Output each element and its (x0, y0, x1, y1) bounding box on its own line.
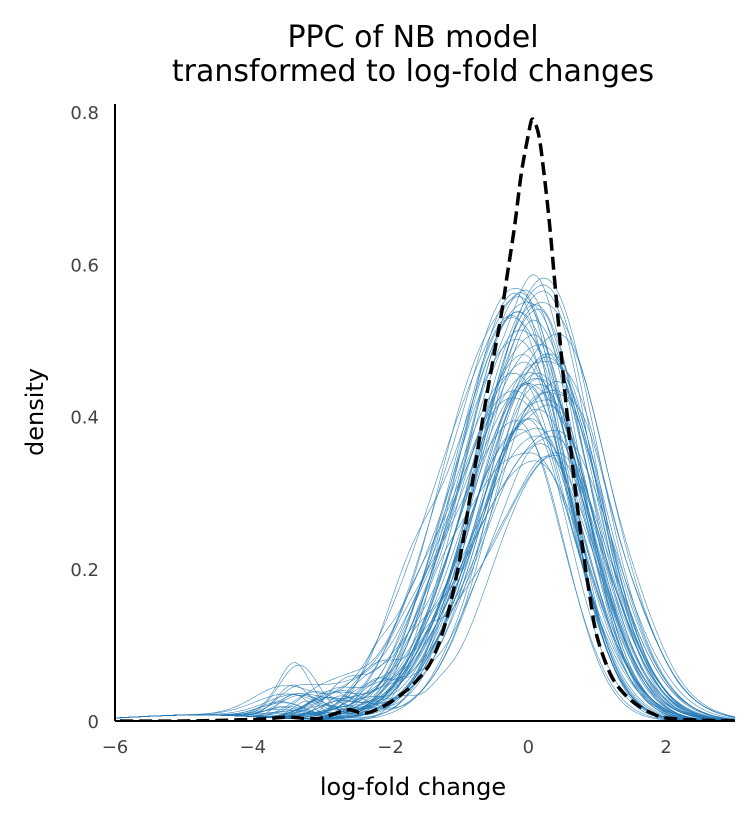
y-tick-label: 0.8 (70, 103, 99, 124)
ppc-draw-line (115, 435, 735, 721)
y-tick-label: 0.4 (70, 408, 99, 429)
y-tick-labels: 0 0.2 0.4 0.6 0.8 (70, 103, 99, 733)
ppc-draw-line (115, 454, 735, 722)
y-tick-label: 0 (88, 712, 99, 733)
observed-density-line (115, 117, 735, 722)
ppc-draw-lines (115, 274, 735, 722)
x-tick-label: −2 (377, 737, 404, 758)
x-tick-label: −4 (240, 737, 267, 758)
ppc-draw-line (115, 443, 735, 722)
x-tick-label: 2 (660, 737, 671, 758)
ppc-draw-line (115, 319, 735, 720)
x-tick-label: 0 (523, 737, 534, 758)
chart-title-line-1: PPC of NB model (287, 20, 538, 55)
ppc-draw-line (115, 334, 735, 722)
ppc-draw-line (115, 399, 735, 722)
ppc-draw-line (115, 452, 735, 722)
y-tick-label: 0.6 (70, 255, 99, 276)
ppc-draw-line (115, 314, 735, 722)
observed-line-group (115, 117, 735, 722)
y-axis-label: density (21, 368, 49, 456)
x-tick-label: −6 (102, 737, 129, 758)
y-tick-label: 0.2 (70, 560, 99, 581)
ppc-draw-line (115, 339, 735, 722)
chart-title-line-2: transformed to log-fold changes (172, 54, 654, 89)
x-axis-label: log-fold change (320, 773, 506, 801)
ppc-draw-line (115, 344, 735, 720)
x-tick-labels: −6 −4 −2 0 2 (102, 737, 672, 758)
